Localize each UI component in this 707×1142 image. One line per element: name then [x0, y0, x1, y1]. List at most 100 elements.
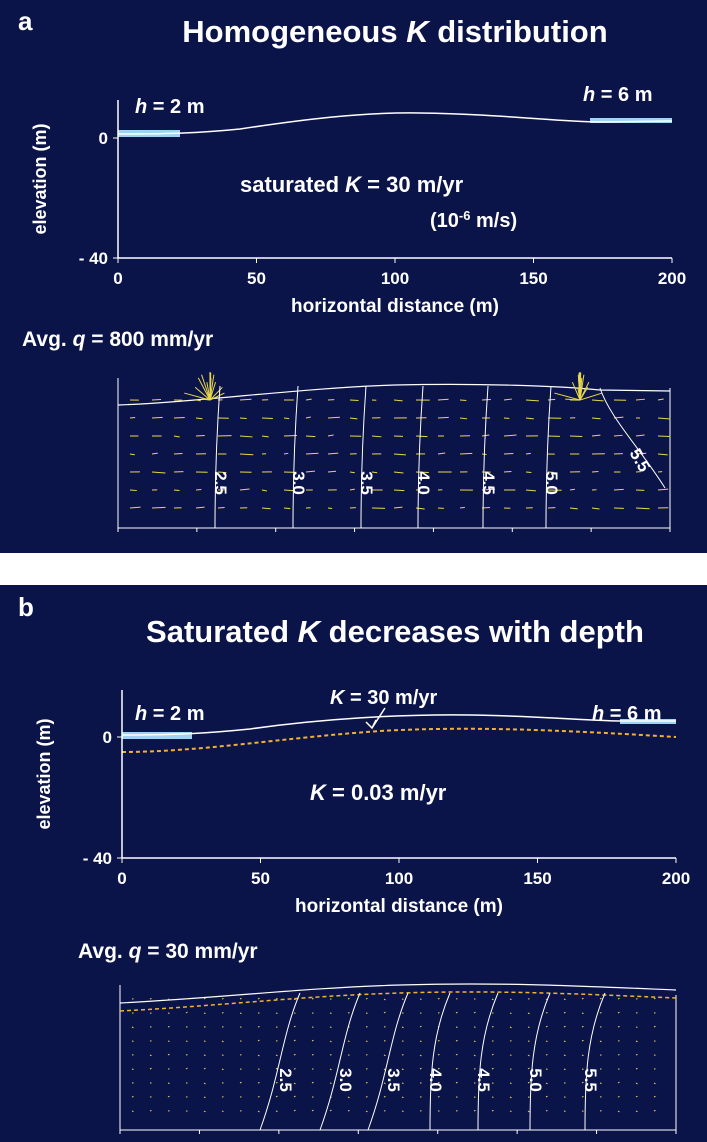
- y-tick-label: - 40: [83, 849, 112, 868]
- flow-vector: [613, 488, 624, 491]
- flow-vector: [173, 435, 180, 438]
- flow-vector: [527, 1067, 530, 1070]
- flow-vector: [599, 997, 602, 1000]
- flow-vector: [327, 507, 333, 510]
- flow-vector: [305, 452, 319, 455]
- flow-domain: [119, 985, 677, 1131]
- flow-vector: [329, 1109, 332, 1112]
- flow-vector: [393, 453, 406, 456]
- flow-vector: [195, 399, 201, 402]
- flow-vector: [129, 453, 135, 456]
- annotation-part: = 6 m: [604, 703, 661, 725]
- flow-vector: [261, 489, 267, 492]
- flow-vector: [383, 1095, 386, 1098]
- flow-vector: [173, 489, 180, 492]
- equipotential: [529, 992, 551, 1131]
- flow-vector: [131, 1110, 134, 1113]
- flow-vector: [455, 1067, 458, 1070]
- equipotential: [259, 992, 301, 1131]
- flow-vector: [185, 1067, 188, 1070]
- flow-vector: [293, 998, 296, 1001]
- flow-vector: [437, 1081, 440, 1084]
- flow-vector: [257, 1096, 260, 1098]
- flow-vector: [365, 1110, 368, 1113]
- flow-vector: [571, 381, 581, 401]
- flow-vector: [527, 1081, 530, 1084]
- land-surface: [117, 112, 673, 135]
- flow-vector: [151, 471, 166, 474]
- panel-title-part: K: [298, 614, 323, 649]
- flow-vector: [209, 377, 212, 401]
- flux-label-part: = 30 mm/yr: [141, 940, 257, 963]
- flow-vector: [563, 998, 566, 1001]
- flow-vector: [599, 1082, 602, 1084]
- flow-vector: [195, 488, 202, 491]
- flow-vector: [311, 997, 314, 1000]
- x-tick-label: 150: [519, 269, 547, 288]
- flow-vector: [459, 452, 473, 455]
- equipotential: [429, 992, 451, 1131]
- flow-vector: [401, 1068, 404, 1071]
- contour-label: 3.0: [336, 1068, 355, 1092]
- flow-vector: [617, 997, 620, 1000]
- annotation-part: h: [592, 703, 604, 725]
- flow-vector: [131, 1026, 134, 1029]
- flow-vector: [527, 1110, 530, 1113]
- annotation-part: m/s): [470, 210, 517, 232]
- flow-vector: [419, 1025, 422, 1028]
- flow-vector: [581, 1039, 584, 1042]
- flow-vector: [293, 1095, 296, 1098]
- flow-vector: [239, 997, 242, 1000]
- flow-vector: [657, 417, 671, 420]
- flow-vector: [563, 1025, 566, 1028]
- panel-title-part: distribution: [429, 14, 608, 49]
- flow-vector: [239, 1081, 242, 1084]
- annotation-part: h: [135, 96, 147, 118]
- panel-background: [0, 0, 707, 553]
- flow-vector: [401, 1096, 404, 1099]
- layer-boundary-lower: [119, 991, 677, 1012]
- equipotential: [367, 992, 409, 1131]
- flow-vector: [195, 506, 205, 509]
- flow-vector: [275, 1095, 278, 1098]
- flow-vector: [365, 1082, 368, 1084]
- flow-vector: [545, 1025, 548, 1028]
- x-tick-label: 100: [385, 869, 413, 888]
- flow-vector: [203, 997, 206, 1000]
- water-table: [119, 983, 677, 1004]
- flow-vector: [491, 1053, 494, 1056]
- flow-vector: [459, 506, 465, 509]
- annotation: h = 2 m: [135, 96, 204, 118]
- annotation-part: (10: [430, 210, 459, 232]
- flow-vector: [261, 435, 269, 438]
- flow-vector: [401, 1026, 404, 1029]
- flow-vector: [569, 507, 578, 510]
- flow-vector: [419, 1067, 422, 1070]
- layer-boundary: [121, 727, 677, 753]
- flow-vector: [151, 416, 163, 419]
- flow-vector: [509, 1082, 512, 1084]
- flow-vector: [305, 470, 315, 473]
- flow-vector: [437, 997, 440, 1000]
- flow-vector: [617, 1011, 620, 1014]
- flux-label-part: q: [73, 328, 86, 351]
- flow-vector: [393, 471, 404, 474]
- flow-vector: [581, 1081, 584, 1084]
- contour-label: 3.0: [289, 471, 308, 495]
- flow-vector: [459, 417, 468, 420]
- flow-vector: [383, 1011, 386, 1014]
- flux-label-part: Avg.: [22, 328, 73, 351]
- annotation: h = 2 m: [135, 703, 204, 725]
- flow-vector: [239, 435, 253, 438]
- x-tick-label: 50: [247, 269, 266, 288]
- flow-vector: [579, 392, 603, 401]
- annotation-part: = 30 m/yr: [344, 687, 437, 709]
- annotation-part: K: [310, 780, 328, 805]
- flow-vector: [327, 416, 340, 419]
- flow-vector: [617, 1025, 620, 1028]
- equipotential: [545, 385, 552, 529]
- flow-vector: [311, 1039, 314, 1042]
- flow-vector: [635, 1040, 638, 1043]
- flow-vector: [545, 1040, 548, 1043]
